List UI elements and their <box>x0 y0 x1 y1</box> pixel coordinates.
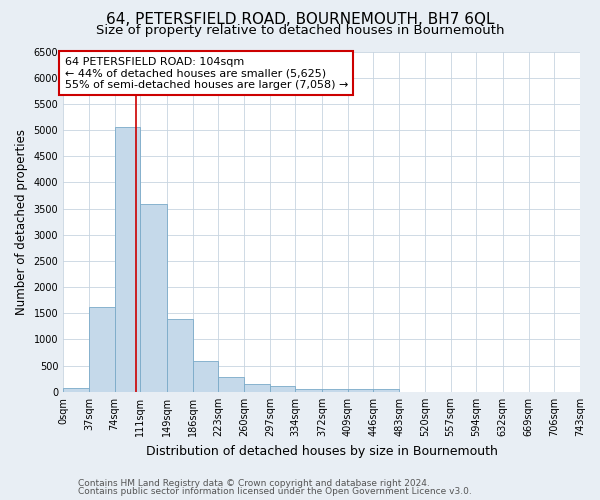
Text: 64 PETERSFIELD ROAD: 104sqm
← 44% of detached houses are smaller (5,625)
55% of : 64 PETERSFIELD ROAD: 104sqm ← 44% of det… <box>65 56 348 90</box>
Bar <box>270 386 295 392</box>
Bar <box>140 204 167 392</box>
Bar <box>373 390 399 392</box>
Bar <box>193 361 218 392</box>
Bar <box>322 390 347 392</box>
Bar <box>347 390 373 392</box>
Bar <box>295 388 322 392</box>
Y-axis label: Number of detached properties: Number of detached properties <box>15 128 28 314</box>
Bar <box>167 318 193 392</box>
Text: Contains HM Land Registry data © Crown copyright and database right 2024.: Contains HM Land Registry data © Crown c… <box>78 478 430 488</box>
Text: Contains public sector information licensed under the Open Government Licence v3: Contains public sector information licen… <box>78 487 472 496</box>
Bar <box>218 376 244 392</box>
Bar <box>244 384 270 392</box>
Text: 64, PETERSFIELD ROAD, BOURNEMOUTH, BH7 6QL: 64, PETERSFIELD ROAD, BOURNEMOUTH, BH7 6… <box>106 12 494 28</box>
Text: Size of property relative to detached houses in Bournemouth: Size of property relative to detached ho… <box>96 24 504 37</box>
Bar <box>115 127 140 392</box>
Bar <box>63 388 89 392</box>
Bar <box>89 307 115 392</box>
X-axis label: Distribution of detached houses by size in Bournemouth: Distribution of detached houses by size … <box>146 444 497 458</box>
